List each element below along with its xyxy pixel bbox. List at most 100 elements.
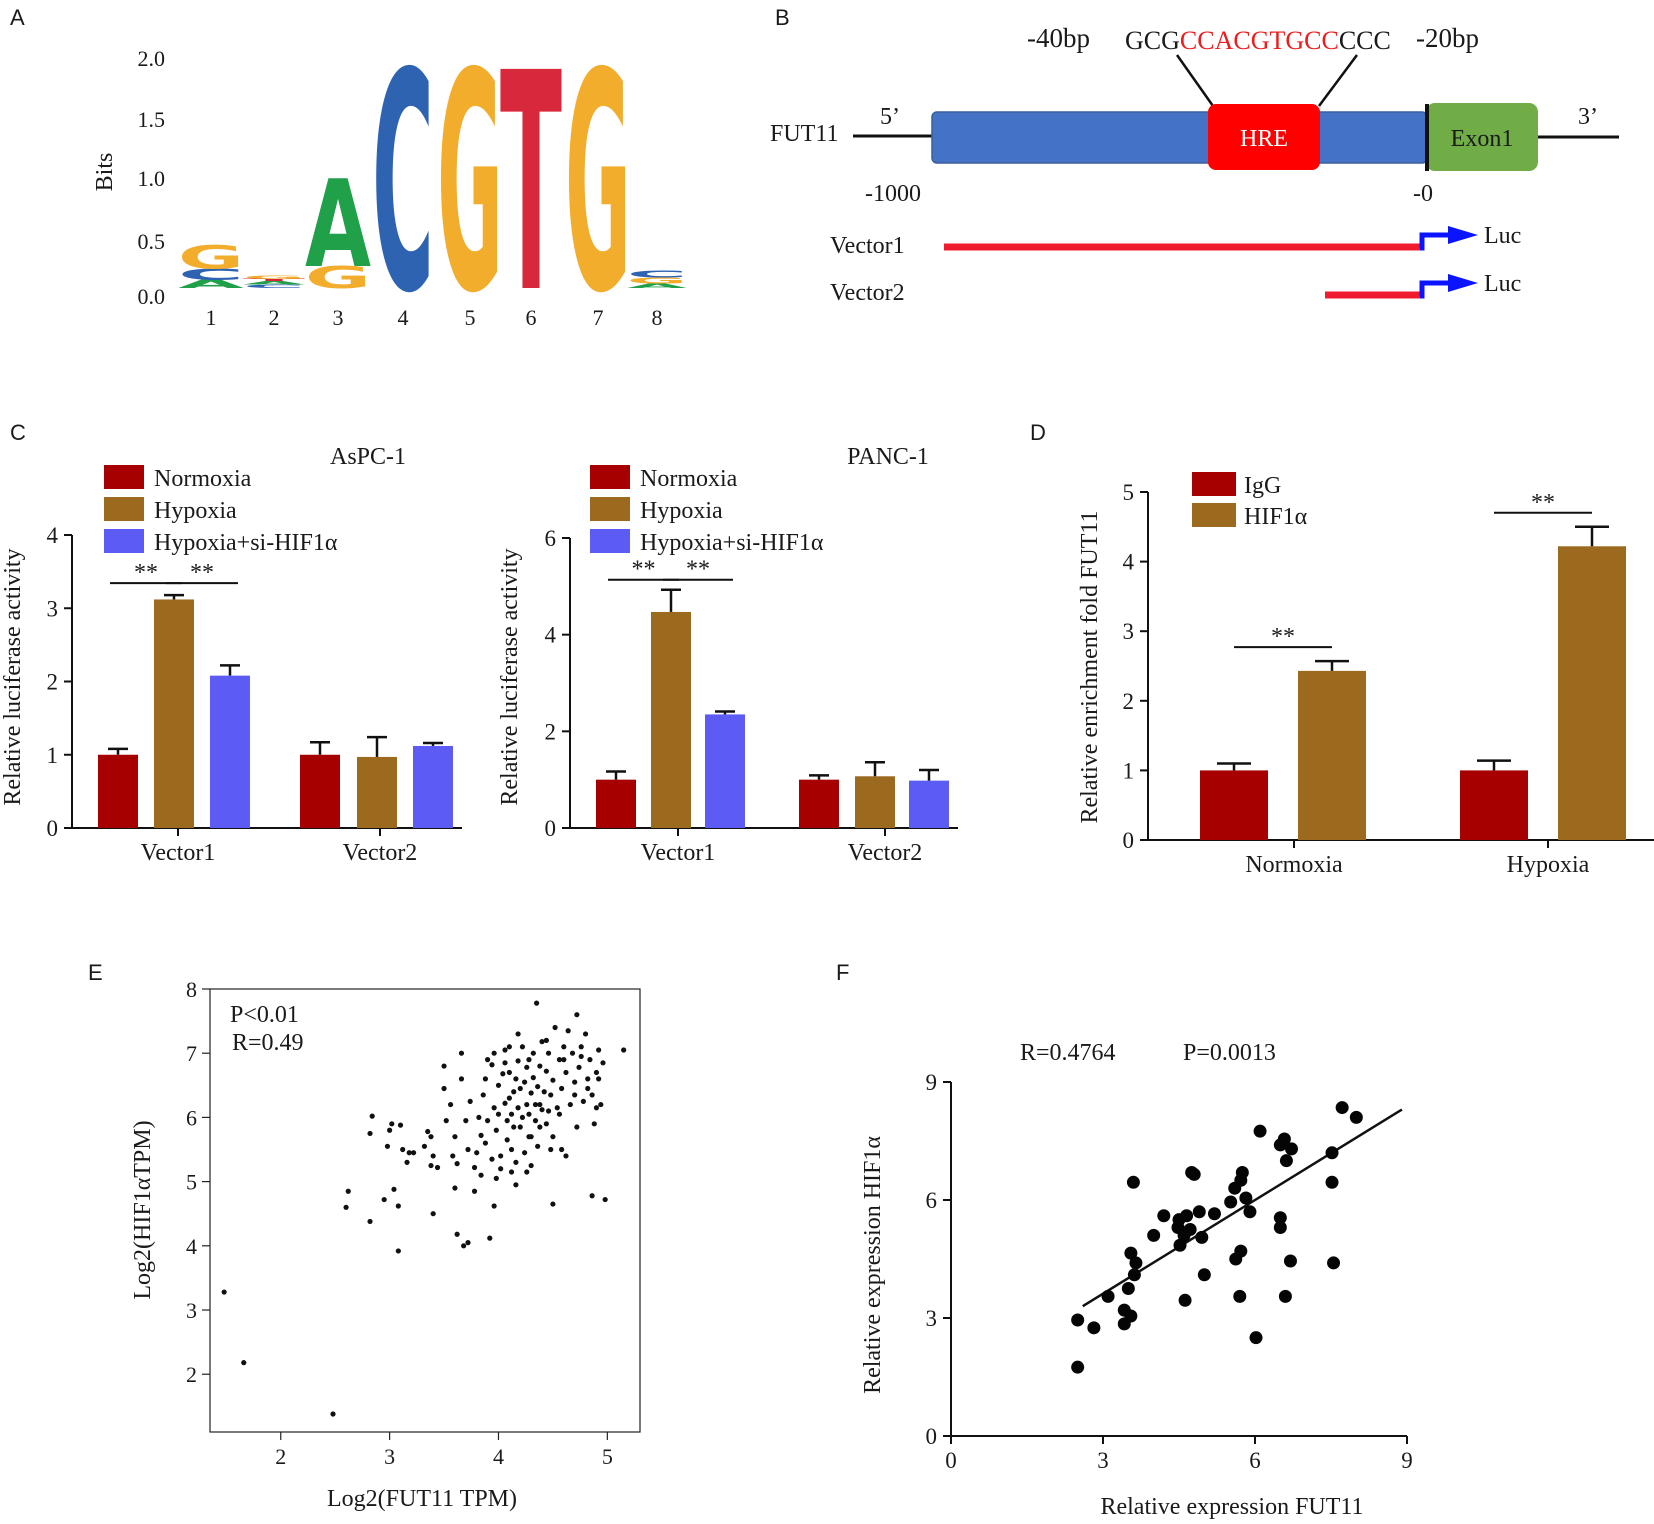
y-axis-label: Relative luciferase activity bbox=[497, 548, 523, 805]
legend-swatch-normoxia bbox=[590, 465, 630, 489]
panel-label-b: B bbox=[775, 5, 790, 30]
data-point bbox=[589, 1193, 595, 1199]
panel-label-a: A bbox=[10, 5, 25, 30]
seq-flank-right: CCC bbox=[1339, 26, 1391, 55]
data-point bbox=[519, 1114, 526, 1121]
annotation-r: R=0.49 bbox=[232, 1030, 304, 1056]
data-point bbox=[572, 1079, 578, 1085]
data-point bbox=[550, 1134, 556, 1140]
data-point bbox=[522, 1150, 528, 1156]
logo-letter-T: T bbox=[243, 278, 306, 282]
data-point bbox=[587, 1057, 593, 1063]
legend-swatch-hypoxia bbox=[104, 497, 144, 521]
data-point bbox=[1235, 1165, 1249, 1179]
legend-label-normoxia: Normoxia bbox=[640, 466, 738, 492]
data-point bbox=[452, 1185, 458, 1191]
data-point bbox=[508, 1146, 515, 1153]
data-point bbox=[478, 1132, 484, 1138]
data-point bbox=[1121, 1282, 1135, 1295]
data-point bbox=[1234, 1244, 1248, 1258]
bar-chart-chip: Relative enrichment fold FUT11 IgG HIF1α… bbox=[1077, 472, 1654, 878]
data-point bbox=[441, 1063, 447, 1069]
data-point bbox=[1126, 1175, 1140, 1189]
data-point bbox=[491, 1203, 497, 1209]
data-point bbox=[554, 1105, 560, 1111]
data-point bbox=[1207, 1207, 1221, 1221]
data-point bbox=[578, 1053, 584, 1060]
data-point bbox=[1273, 1211, 1287, 1225]
y-tick-label: 4 bbox=[186, 1234, 197, 1259]
data-point bbox=[476, 1114, 482, 1121]
data-point bbox=[1273, 1221, 1287, 1235]
data-point bbox=[367, 1218, 373, 1225]
data-point bbox=[454, 1161, 460, 1167]
data-point bbox=[576, 1064, 582, 1070]
plot-frame bbox=[209, 988, 641, 1433]
data-point bbox=[397, 1122, 404, 1128]
y-tick-label: 6 bbox=[926, 1188, 938, 1213]
data-point bbox=[593, 1069, 600, 1076]
data-point bbox=[517, 1124, 523, 1130]
data-point bbox=[537, 1063, 543, 1069]
vector2-reporter: Luc bbox=[1484, 271, 1521, 297]
legend-swatch-hypoxia bbox=[590, 497, 630, 521]
y-tick-label: 0 bbox=[926, 1424, 938, 1449]
data-point bbox=[345, 1188, 351, 1194]
data-point bbox=[504, 1137, 510, 1143]
data-point bbox=[528, 1090, 534, 1096]
data-point bbox=[384, 1143, 391, 1149]
data-point bbox=[500, 1071, 506, 1077]
bar-igg bbox=[1200, 770, 1268, 840]
logo-ylabel: Bits bbox=[92, 153, 118, 192]
annotation-r: R=0.4764 bbox=[1020, 1040, 1116, 1066]
logo-position: 2 bbox=[269, 305, 280, 330]
data-point bbox=[593, 1105, 600, 1111]
plot-area: 0 1 2 3 4 ** ** bbox=[47, 523, 453, 841]
data-point bbox=[1147, 1228, 1161, 1242]
data-point bbox=[443, 1118, 449, 1124]
data-point bbox=[528, 1162, 534, 1169]
x-tick-label: 3 bbox=[1097, 1448, 1109, 1473]
data-point bbox=[532, 1118, 539, 1124]
data-point bbox=[511, 1124, 517, 1130]
significance-label: ** bbox=[1271, 624, 1295, 650]
y-tick-label: 2 bbox=[186, 1362, 197, 1387]
data-point bbox=[524, 1169, 530, 1175]
legend-swatch-hif1a bbox=[1192, 503, 1236, 527]
y-tick-label: 5 bbox=[1123, 480, 1135, 505]
data-point bbox=[561, 1057, 567, 1063]
logo-letter-G: G bbox=[305, 260, 371, 295]
data-point bbox=[1178, 1293, 1192, 1307]
data-point bbox=[524, 1064, 530, 1070]
data-point bbox=[574, 1012, 580, 1018]
data-point bbox=[539, 1039, 545, 1045]
data-point bbox=[548, 1092, 554, 1098]
y-tick-label: 0 bbox=[1123, 828, 1135, 853]
data-point bbox=[330, 1411, 336, 1417]
data-point bbox=[541, 1089, 547, 1095]
data-point bbox=[395, 1248, 401, 1254]
legend-label-igg: IgG bbox=[1244, 473, 1281, 499]
data-point bbox=[591, 1121, 597, 1127]
data-point bbox=[508, 1169, 515, 1175]
legend-swatch-hypoxia-si-hif1a bbox=[104, 529, 144, 553]
vector2-arrowhead bbox=[1448, 274, 1478, 292]
hre-connector-right bbox=[1317, 54, 1359, 107]
data-point bbox=[1183, 1223, 1197, 1236]
data-point bbox=[482, 1076, 489, 1082]
bar-hypoxia bbox=[154, 599, 194, 828]
data-point bbox=[1192, 1205, 1206, 1219]
coord-end: -0 bbox=[1413, 181, 1433, 207]
logo-position: 5 bbox=[465, 305, 476, 330]
data-point bbox=[550, 1201, 556, 1207]
significance-label: ** bbox=[632, 557, 656, 583]
plot-area: 0 1 2 3 4 5 ** ** bbox=[1123, 480, 1626, 853]
data-point bbox=[404, 1159, 410, 1165]
data-point bbox=[552, 1024, 558, 1031]
data-point bbox=[489, 1062, 495, 1068]
legend-swatch-igg bbox=[1192, 472, 1236, 496]
data-point bbox=[1224, 1195, 1238, 1209]
data-point bbox=[506, 1044, 512, 1050]
plot-area: 2 3 4 5 2 3 4 5 6 7 8 bbox=[186, 977, 627, 1469]
